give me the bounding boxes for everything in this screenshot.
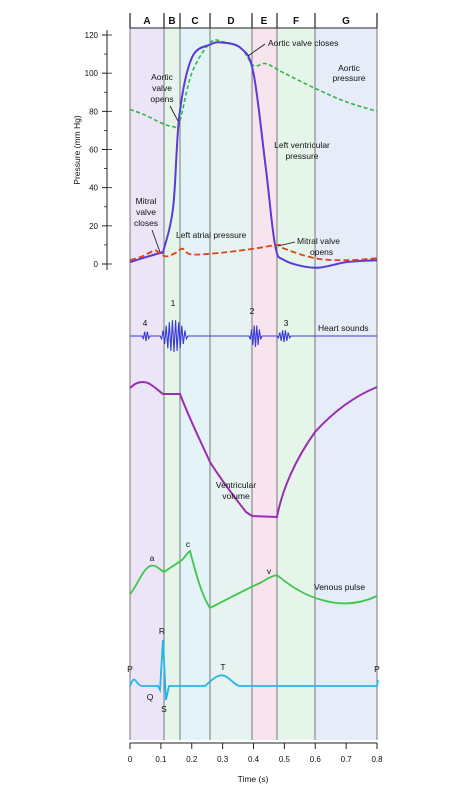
phase-label-c: C <box>191 16 198 27</box>
y-tick-label: 100 <box>85 69 99 78</box>
phase-label-f: F <box>293 16 299 27</box>
aortic-valve-opens-pointer <box>169 105 179 122</box>
mitral-opens-label-line1: Mitral valve <box>297 236 340 246</box>
phase-label-b: B <box>168 16 175 27</box>
heart-sound-1-label: 1 <box>171 298 176 308</box>
pressure-axis: 0 20 40 60 80 100 120 Pressure (mm Hg) <box>72 30 112 270</box>
pressure-curves <box>129 38 378 269</box>
pressure-axis-ticks: 0 20 40 60 80 100 120 <box>85 31 112 269</box>
y-tick-label: 0 <box>94 260 99 269</box>
ventricular-volume-label-line2: volume <box>222 491 250 501</box>
ventricular-volume-label-line1: Ventricular <box>216 480 256 490</box>
venous-wave-c-label: c <box>186 539 191 549</box>
x-tick-label: 0.1 <box>155 755 167 764</box>
y-tick-label: 80 <box>89 107 98 116</box>
left-atrial-pressure-label: Left atrial pressure <box>176 230 247 240</box>
mitral-closes-label-line2: valve <box>136 207 156 217</box>
ventricular-volume-trace: Ventricular volume <box>129 380 378 519</box>
phase-label-d: D <box>227 16 234 27</box>
phase-label-e: E <box>261 16 268 27</box>
mitral-closes-label-line3: closes <box>134 218 158 228</box>
phase-boundaries <box>129 28 378 740</box>
lv-pressure-label-line1: Left ventricular <box>274 140 330 150</box>
venous-pulse-curve <box>129 549 378 610</box>
left-ventricular-pressure-line <box>129 41 378 269</box>
band-e <box>252 28 277 740</box>
band-b <box>164 28 180 740</box>
time-axis-ticks: 0 0.1 0.2 0.3 0.4 0.5 0.6 0.7 0.8 <box>128 743 383 764</box>
x-tick-label: 0.7 <box>341 755 353 764</box>
band-f <box>277 28 315 740</box>
heart-sound-4-label: 4 <box>143 318 148 328</box>
aortic-valve-opens-label-line2: valve <box>152 83 172 93</box>
ventricular-volume-curve <box>129 380 378 519</box>
ecg-p-right-label: P <box>374 664 380 674</box>
phase-label-a: A <box>143 16 150 27</box>
phase-label-g: G <box>342 16 350 27</box>
phase-header-bg <box>130 13 377 28</box>
aortic-valve-closes-label: Aortic valve closes <box>268 38 338 48</box>
x-tick-label: 0 <box>128 755 133 764</box>
y-tick-label: 40 <box>89 184 98 193</box>
pressure-axis-title: Pressure (mm Hg) <box>72 115 82 185</box>
ecg-trace: P P Q R S T <box>127 626 380 714</box>
lv-pressure-label-line2: pressure <box>285 151 318 161</box>
mitral-opens-pointer <box>277 241 296 247</box>
y-tick-label: 20 <box>89 222 98 231</box>
mitral-closes-pointer <box>151 229 161 253</box>
time-axis: 0 0.1 0.2 0.3 0.4 0.5 0.6 0.7 0.8 Time (s) <box>128 742 383 784</box>
ecg-p-left-label: P <box>127 664 133 674</box>
y-tick-label: 120 <box>85 31 99 40</box>
x-tick-label: 0.4 <box>248 755 260 764</box>
mitral-closes-label-line1: Mitral <box>136 196 157 206</box>
aortic-valve-closes-pointer <box>247 43 266 57</box>
aortic-valve-opens-label-line3: opens <box>150 94 173 104</box>
y-tick-label: 60 <box>89 146 98 155</box>
band-d <box>210 28 252 740</box>
aortic-valve-opens-label-line1: Aortic <box>151 72 173 82</box>
time-axis-title: Time (s) <box>238 774 269 784</box>
ecg-curve <box>129 639 379 701</box>
mitral-opens-label-line2: opens <box>310 247 333 257</box>
band-c <box>180 28 210 740</box>
phase-bands <box>130 28 377 740</box>
x-tick-label: 0.3 <box>217 755 229 764</box>
heart-sound-3-label: 3 <box>284 318 289 328</box>
heart-sound-2-label: 2 <box>250 306 255 316</box>
x-tick-label: 0.6 <box>310 755 322 764</box>
ecg-s-label: S <box>161 704 167 714</box>
aortic-pressure-label-line1: Aortic <box>338 63 360 73</box>
venous-pulse-label: Venous pulse <box>314 582 365 592</box>
band-g <box>315 28 377 740</box>
venous-wave-v-label: v <box>267 566 272 576</box>
heart-sounds-trace: 1 2 3 4 Heart sounds <box>130 298 377 353</box>
phase-header: A B C D E F G <box>129 13 378 29</box>
left-atrial-pressure-line <box>129 243 378 262</box>
venous-pulse-trace: a c v Venous pulse <box>129 539 378 610</box>
ecg-r-label: R <box>159 626 165 636</box>
x-tick-label: 0.5 <box>279 755 291 764</box>
aortic-pressure-label-line2: pressure <box>332 73 365 83</box>
pressure-annotations: Aortic valve closes Aortic pressure Aort… <box>134 38 366 257</box>
ecg-t-label: T <box>220 662 225 672</box>
venous-wave-a-label: a <box>150 553 155 563</box>
heart-sounds-label: Heart sounds <box>318 323 369 333</box>
heart-sounds-line <box>130 320 377 353</box>
x-tick-label: 0.2 <box>186 755 198 764</box>
x-tick-label: 0.8 <box>371 755 383 764</box>
ecg-q-label: Q <box>147 692 154 702</box>
